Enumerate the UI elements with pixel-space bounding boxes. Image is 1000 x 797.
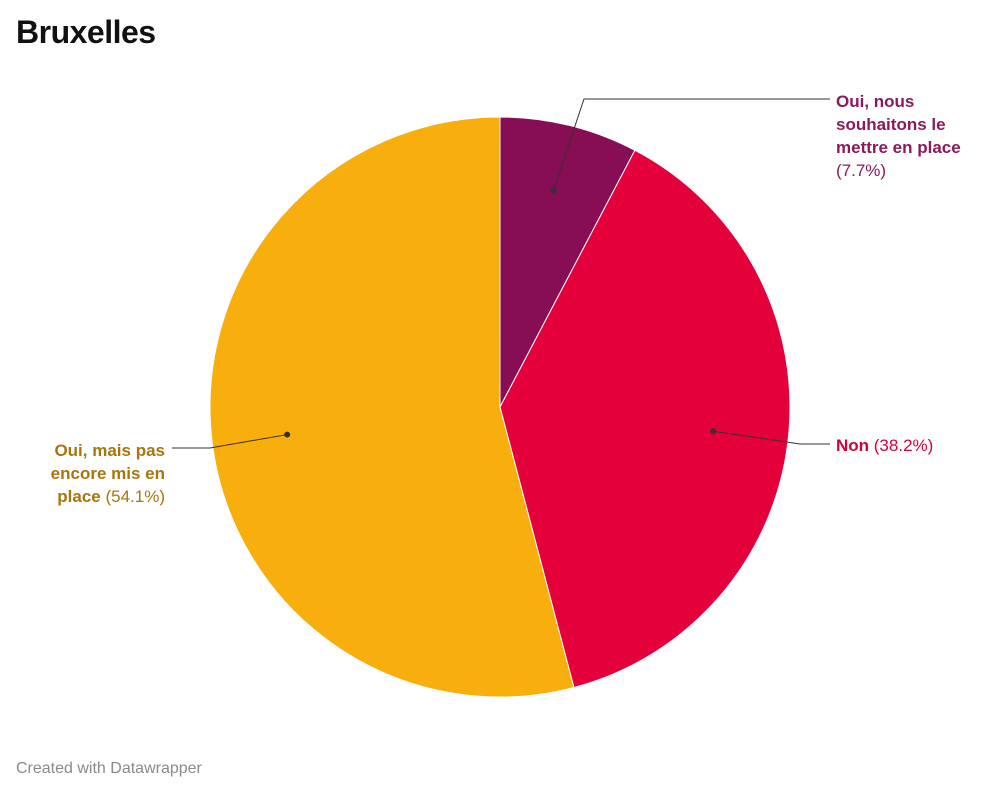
leader-line-non xyxy=(713,430,830,445)
footer-credit: Created with Datawrapper xyxy=(16,760,202,777)
slice-label-line: Oui, nous xyxy=(836,92,914,111)
leader-dot-non xyxy=(710,428,717,435)
leader-line-oui-pas-encore xyxy=(172,434,288,449)
slice-label-oui-souhaitons: Oui, nous souhaitons le mettre en place (7.… xyxy=(836,92,961,180)
slice-value-non: (38.2%) xyxy=(869,436,933,455)
leader-line-oui-souhaitons xyxy=(553,98,830,191)
slice-label-line: encore mis en xyxy=(51,464,165,483)
slice-label-line: souhaitons le xyxy=(836,115,946,134)
pie-slice-oui-souhaitons xyxy=(499,116,636,408)
pie-slice-non xyxy=(499,149,791,689)
pie-slice-oui-pas-encore xyxy=(209,116,575,698)
pie-labels: Oui, nous souhaitons le mettre en place (7.… xyxy=(51,92,961,506)
slice-value-oui-souhaitons: (7.7%) xyxy=(836,161,886,180)
leader-dot-oui-pas-encore xyxy=(284,431,291,438)
chart-title: Bruxelles xyxy=(16,14,156,50)
slice-label-line: mettre en place xyxy=(836,138,961,157)
pie-leader-lines xyxy=(172,98,830,449)
slice-label-line: Non xyxy=(836,436,869,455)
pie-slices xyxy=(209,116,791,698)
slice-label-line: Oui, mais pas xyxy=(54,441,165,460)
slice-value-oui-pas-encore: (54.1%) xyxy=(101,487,165,506)
slice-label-non: Non (38.2%) xyxy=(836,436,933,455)
leader-dot-oui-souhaitons xyxy=(550,187,557,194)
slice-label-oui-pas-encore: Oui, mais pas encore mis en place (54.1%) xyxy=(51,441,165,506)
slice-label-line: place xyxy=(57,487,100,506)
